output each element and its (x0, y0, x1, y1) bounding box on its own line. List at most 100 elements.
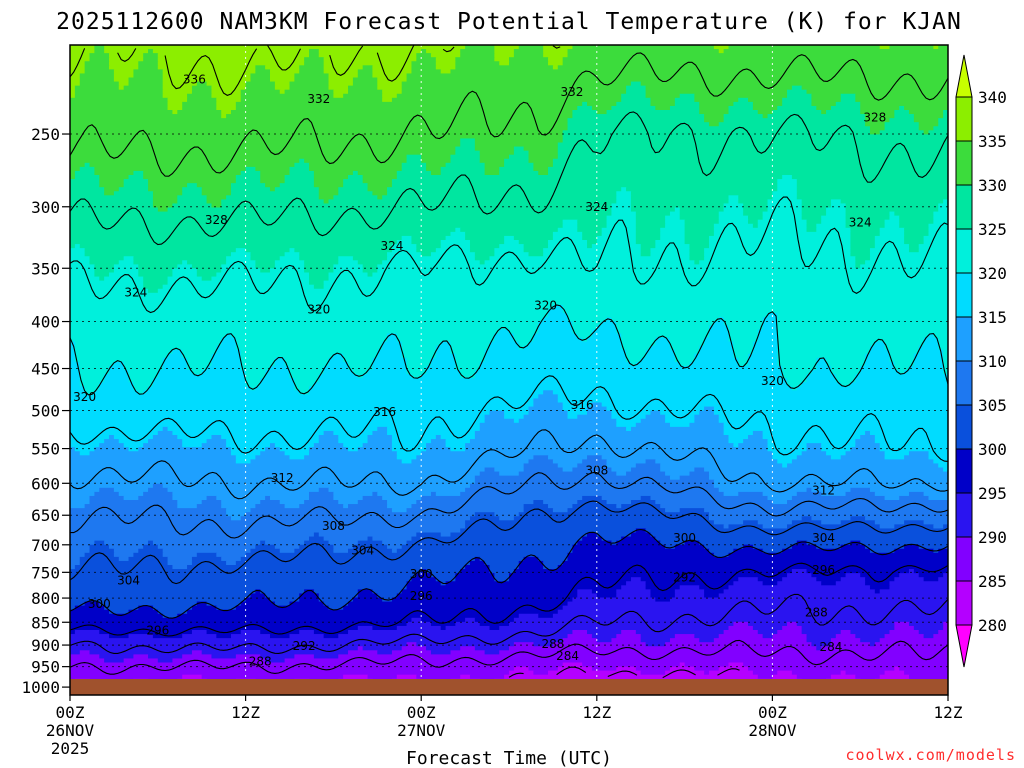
theta-fill-cell (430, 252, 476, 257)
theta-fill-cell (728, 110, 759, 115)
theta-fill-cell (245, 166, 256, 172)
theta-fill-cell (913, 118, 939, 123)
theta-fill-cell (313, 589, 359, 595)
theta-fill-cell (645, 581, 734, 586)
theta-fill-cell (596, 110, 608, 115)
colorbar-tick-label: 295 (978, 484, 1007, 503)
theta-fill-cell (904, 235, 925, 241)
theta-fill-cell (113, 69, 135, 75)
contour-line-296 (70, 562, 948, 637)
theta-fill-cell (109, 365, 125, 371)
theta-fill-cell (708, 235, 852, 241)
theta-fill-cell (752, 341, 778, 347)
theta-fill-cell (216, 605, 237, 611)
theta-fill-cell (938, 548, 948, 554)
theta-fill-cell (401, 589, 578, 595)
theta-fill-cell (533, 398, 559, 404)
contour-label: 328 (205, 213, 228, 227)
ground-surface (70, 679, 948, 695)
theta-fill-cell (401, 459, 413, 465)
theta-fill-cell (70, 605, 76, 611)
theta-fill-cell (830, 642, 871, 647)
theta-fill-cell (304, 158, 408, 164)
theta-fill-cell (152, 199, 178, 205)
theta-fill-cell (567, 317, 608, 322)
theta-fill-cell (708, 240, 852, 245)
y-tick-label: 450 (31, 360, 60, 379)
theta-fill-cell (123, 256, 135, 261)
theta-fill-cell (894, 110, 910, 115)
contour-line-316 (70, 375, 948, 462)
theta-fill-cell (757, 577, 783, 582)
x-tick-year-label: 2025 (51, 739, 90, 758)
theta-fill-cell (416, 500, 534, 505)
theta-fill-cell (479, 150, 515, 156)
theta-fill-cell (411, 536, 583, 542)
theta-fill-cell (230, 252, 252, 257)
theta-fill-cell (533, 162, 554, 168)
theta-fill-cell (908, 365, 944, 371)
theta-fill-cell (518, 45, 544, 50)
theta-fill-cell (304, 260, 339, 265)
theta-fill-cell (752, 349, 778, 355)
theta-fill-cell (435, 57, 456, 62)
theta-fill-cell (572, 544, 666, 550)
theta-fill-cell (191, 264, 222, 270)
theta-fill-cell (309, 53, 320, 58)
theta-fill-cell (884, 122, 920, 127)
theta-fill-cell (318, 435, 339, 440)
theta-fill-cell (435, 491, 461, 497)
theta-fill-cell (908, 244, 920, 249)
theta-fill-cell (782, 175, 793, 180)
theta-fill-cell (182, 260, 188, 265)
theta-fill-cell (167, 556, 193, 562)
theta-fill-cell (489, 565, 520, 570)
theta-fill-cell (382, 97, 393, 103)
theta-fill-cell (362, 268, 378, 274)
theta-fill-cell (333, 495, 364, 501)
theta-fill-cell (777, 333, 930, 339)
colorbar-swatch (955, 140, 973, 186)
theta-fill-cell (323, 69, 359, 75)
theta-fill-cell (621, 93, 647, 99)
theta-fill-cell (377, 349, 403, 355)
theta-fill-cell (309, 162, 403, 168)
theta-fill-cell (172, 349, 183, 355)
theta-fill-cell (396, 240, 413, 245)
x-tick-date-label: 26NOV (46, 721, 95, 740)
theta-fill-cell (240, 516, 471, 521)
theta-fill-cell (845, 670, 886, 676)
theta-fill-cell (294, 386, 310, 391)
theta-fill-cell (245, 552, 569, 558)
theta-fill-cell (889, 215, 900, 221)
theta-fill-cell (752, 430, 764, 436)
theta-fill-cell (543, 390, 554, 395)
theta-fill-cell (440, 166, 486, 172)
contour-line-308 (70, 471, 948, 539)
theta-fill-cell (187, 565, 466, 570)
theta-fill-cell (577, 463, 608, 469)
theta-fill-cell (845, 211, 891, 217)
theta-fill-cell (938, 630, 948, 635)
theta-fill-cell (772, 674, 798, 680)
theta-fill-cell (630, 577, 642, 582)
contour-label: 332 (560, 85, 583, 99)
theta-fill-cell (84, 65, 110, 70)
theta-fill-cell (879, 447, 948, 452)
theta-fill-cell (357, 589, 374, 595)
theta-fill-cell (367, 272, 374, 278)
theta-fill-cell (582, 495, 603, 501)
theta-fill-cell (777, 670, 793, 676)
theta-fill-cell (567, 126, 871, 131)
theta-fill-cell (89, 53, 110, 58)
theta-fill-cell (684, 540, 700, 546)
theta-fill-cell (382, 540, 408, 546)
theta-fill-cell (840, 455, 886, 460)
theta-fill-cell (221, 110, 232, 115)
theta-fill-cell (869, 345, 886, 351)
theta-fill-cell (167, 426, 378, 432)
theta-fill-cell (372, 272, 948, 278)
theta-fill-cell (601, 227, 637, 233)
theta-fill-cell (645, 414, 666, 420)
contour-label: 288 (541, 637, 564, 651)
